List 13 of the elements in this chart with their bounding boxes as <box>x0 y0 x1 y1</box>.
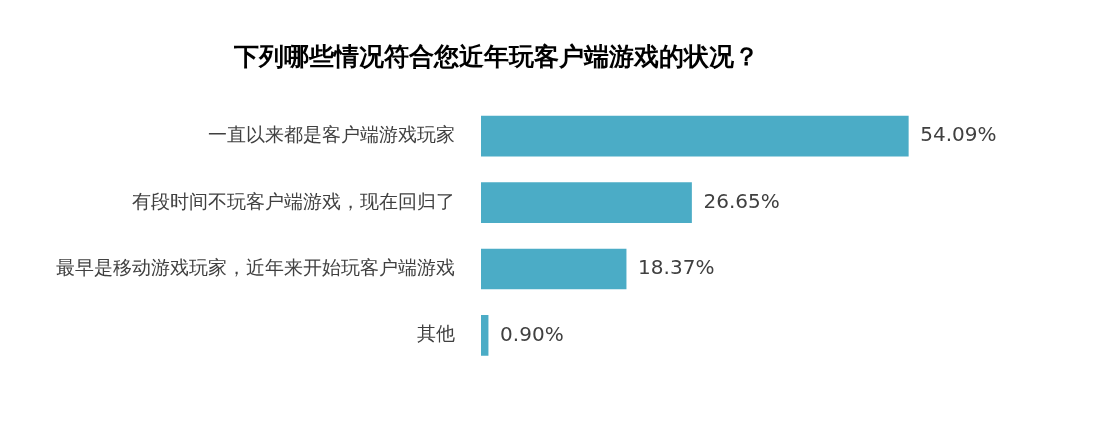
data-label: 54.09% <box>920 122 997 147</box>
bar <box>481 182 692 223</box>
bar <box>481 115 909 157</box>
y-tick-label: 有段时间不玩客户端游戏，现在回归了 <box>132 189 455 212</box>
data-label: 18.37% <box>638 255 715 280</box>
y-tick-label: 其他 <box>417 322 455 345</box>
bar <box>481 248 627 290</box>
bar <box>481 315 489 356</box>
y-tick-label: 一直以来都是客户端游戏玩家 <box>208 123 455 146</box>
chart-title: 下列哪些情况符合您近年玩客户端游戏的状况？ <box>233 41 759 71</box>
y-tick-label: 最早是移动游戏玩家，近年来开始玩客户端游戏 <box>56 255 455 278</box>
data-label: 0.90% <box>500 321 564 346</box>
data-label: 26.65% <box>703 188 780 213</box>
